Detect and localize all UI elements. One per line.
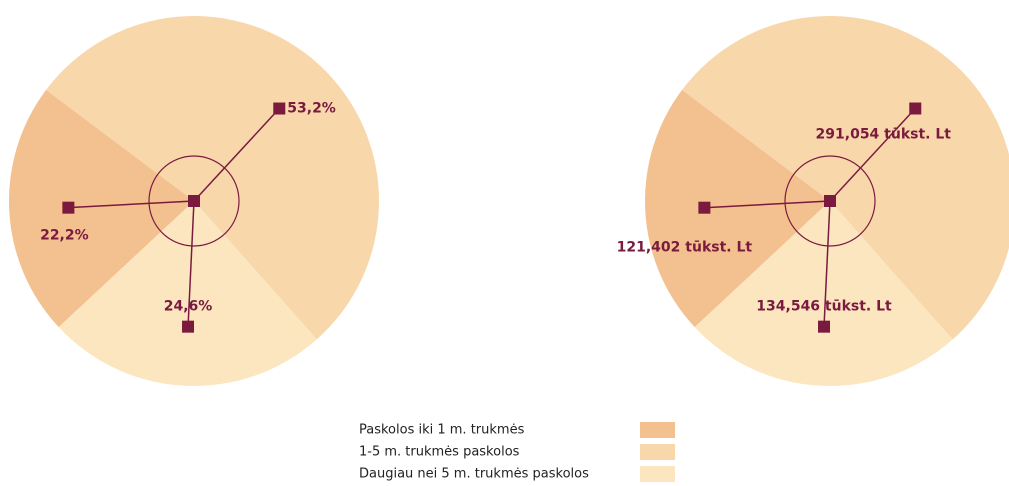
- marker: [818, 320, 831, 333]
- legend-swatch: [640, 422, 675, 438]
- legend-label: 1-5 m. trukmės paskolos: [359, 445, 520, 460]
- marker: [909, 102, 922, 115]
- pie-slice: [58, 201, 317, 387]
- pie-slice: [8, 89, 195, 328]
- data-label: 291,054 tūkst. Lt: [816, 127, 952, 143]
- pie-slice: [694, 201, 953, 387]
- legend-swatch: [640, 444, 675, 460]
- leader-line: [68, 200, 195, 209]
- center-ring: [784, 155, 876, 247]
- legend-label: Paskolos iki 1 m. trukmės: [359, 423, 525, 438]
- marker: [182, 320, 195, 333]
- pie-slice: [644, 89, 830, 328]
- data-label: 134,546 tūkst. Lt: [756, 299, 892, 315]
- center-ring: [148, 155, 240, 247]
- center-dot: [188, 195, 200, 207]
- center-dot: [824, 195, 836, 207]
- data-label: 24,6%: [164, 299, 213, 315]
- marker: [698, 201, 711, 214]
- legend-swatch: [640, 466, 675, 482]
- marker: [273, 102, 286, 115]
- pie-slice: [46, 16, 379, 340]
- data-label: 22,2%: [40, 228, 89, 244]
- leader-line: [187, 200, 195, 327]
- data-label: 53,2%: [287, 101, 336, 117]
- leader-line: [704, 200, 831, 209]
- marker: [62, 201, 75, 214]
- legend-label: Daugiau nei 5 m. trukmės paskolos: [359, 467, 589, 482]
- leader-line: [193, 108, 280, 202]
- leader-line: [829, 108, 916, 202]
- pie-slice: [682, 16, 1009, 340]
- leader-line: [823, 200, 831, 327]
- data-label: 121,402 tūkst. Lt: [617, 240, 753, 256]
